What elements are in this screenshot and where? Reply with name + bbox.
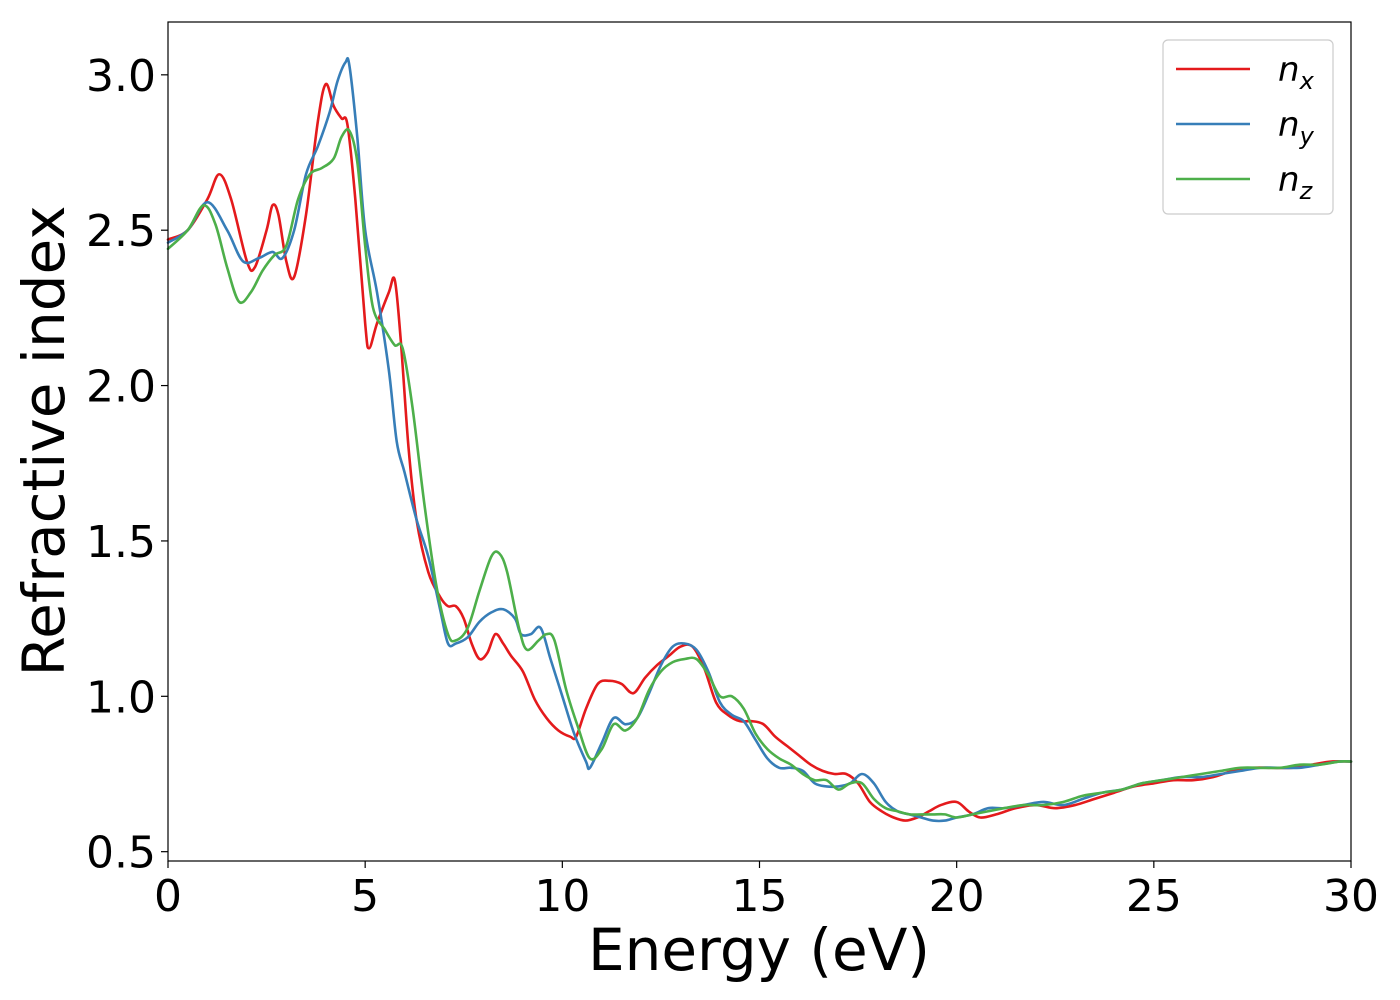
- y-tick-label: 0.5: [86, 828, 156, 879]
- x-tick-label: 5: [351, 871, 379, 922]
- y-tick-label: 2.5: [86, 206, 156, 257]
- y-tick-label: 2.0: [86, 362, 156, 413]
- plot-background: [168, 22, 1351, 861]
- y-tick-label: 1.0: [86, 672, 156, 723]
- series-layer: [166, 57, 1353, 823]
- x-axis-ticks: 0 5 10 15 20 25 30: [154, 861, 1379, 922]
- series-line-n-y: [166, 57, 1353, 823]
- x-axis-title: Energy (eV): [588, 916, 930, 984]
- series-line-n-z: [166, 128, 1353, 819]
- legend-items: nx ny nz: [1176, 50, 1315, 205]
- x-tick-label: 25: [1126, 871, 1182, 922]
- legend-label-x: nx: [1278, 50, 1315, 95]
- x-tick-label: 0: [154, 871, 182, 922]
- x-tick-label: 30: [1323, 871, 1379, 922]
- y-tick-label: 1.5: [86, 517, 156, 568]
- x-tick-label: 15: [732, 871, 788, 922]
- y-axis-ticks: 0.5 1.0 1.5 2.0 2.5 3.0: [86, 51, 168, 879]
- x-tick-label: 10: [534, 871, 590, 922]
- x-tick-label: 20: [929, 871, 985, 922]
- legend: nx ny nz: [1162, 39, 1334, 215]
- y-tick-label: 3.0: [86, 51, 156, 102]
- y-axis-title: Refractive index: [10, 205, 78, 676]
- legend-label-y: ny: [1278, 105, 1315, 150]
- legend-frame: [1162, 39, 1334, 215]
- legend-label-z: nz: [1278, 160, 1314, 205]
